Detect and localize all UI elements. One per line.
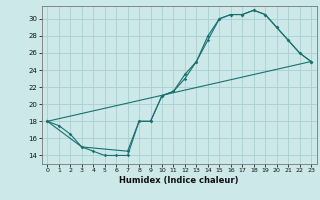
X-axis label: Humidex (Indice chaleur): Humidex (Indice chaleur) (119, 176, 239, 185)
